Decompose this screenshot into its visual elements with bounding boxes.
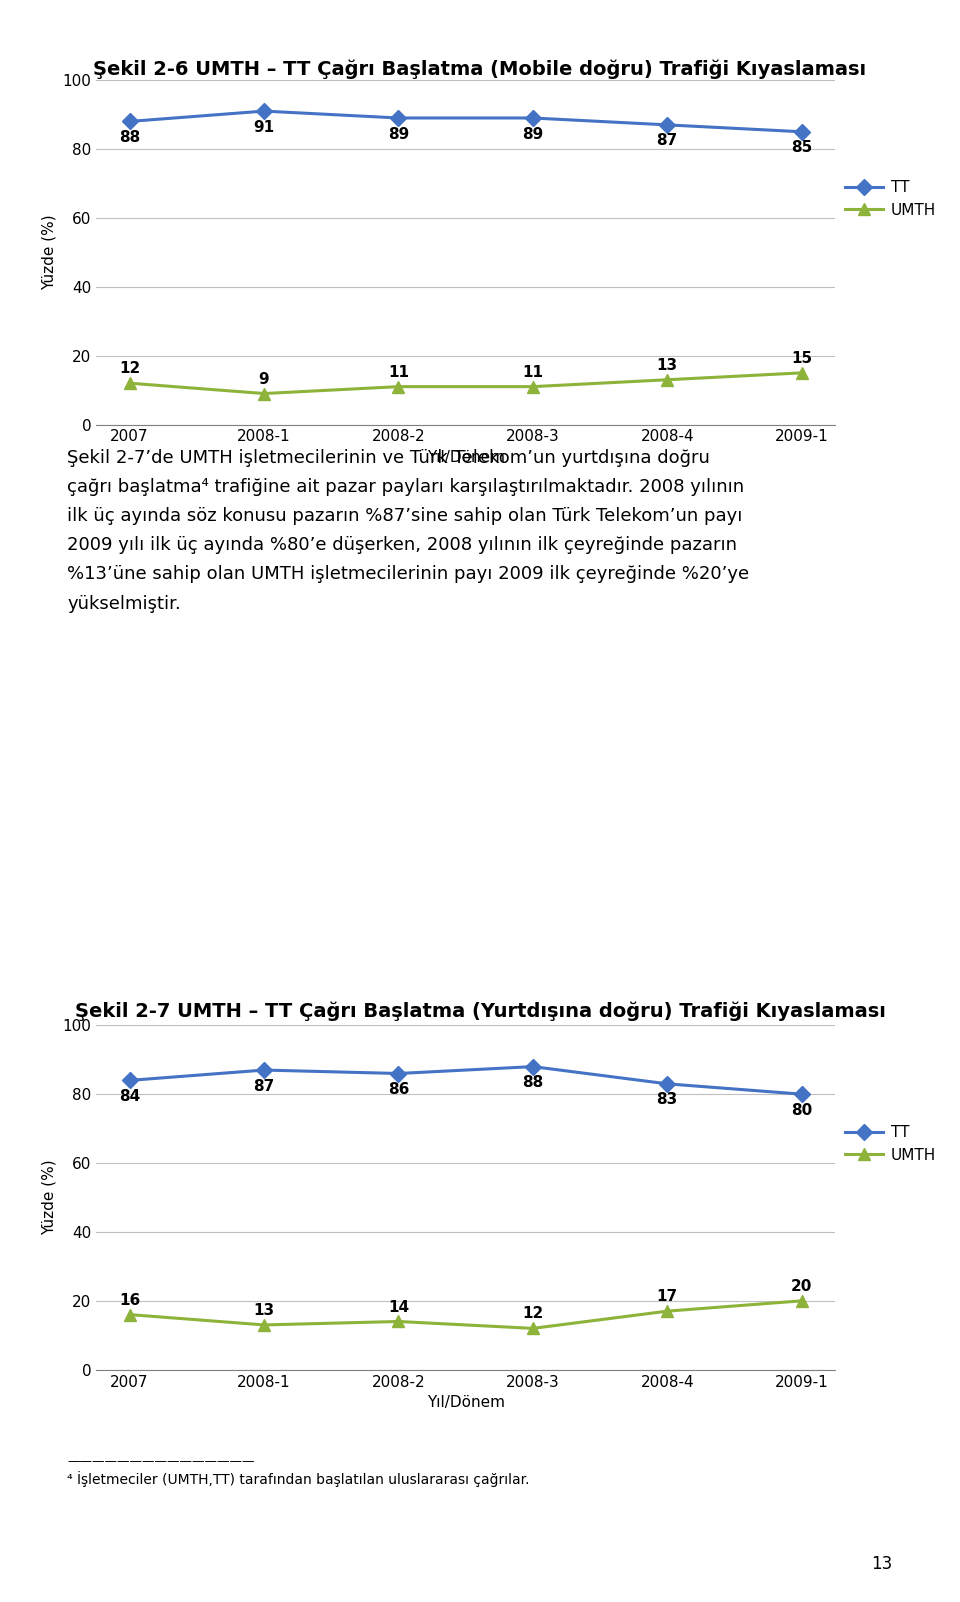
Text: 83: 83 [657, 1093, 678, 1107]
Text: 20: 20 [791, 1278, 812, 1294]
Legend: TT, UMTH: TT, UMTH [839, 1120, 942, 1169]
Text: 14: 14 [388, 1299, 409, 1315]
Text: 13: 13 [872, 1556, 893, 1573]
Text: 13: 13 [657, 357, 678, 373]
Text: 9: 9 [258, 372, 270, 386]
Text: 12: 12 [522, 1307, 543, 1322]
Text: 16: 16 [119, 1293, 140, 1307]
Text: Şekil 2-7’de UMTH işletmecilerinin ve Türk Telekom’un yurtdışına doğru
çağrı baş: Şekil 2-7’de UMTH işletmecilerinin ve Tü… [67, 449, 750, 612]
Text: 11: 11 [388, 365, 409, 380]
Text: 88: 88 [522, 1075, 543, 1091]
Text: 84: 84 [119, 1089, 140, 1104]
Y-axis label: Yüzde (%): Yüzde (%) [41, 215, 57, 290]
X-axis label: Yıl/Dönem: Yıl/Dönem [426, 450, 505, 465]
Text: 89: 89 [522, 127, 543, 141]
X-axis label: Yıl/Dönem: Yıl/Dönem [426, 1395, 505, 1410]
Legend: TT, UMTH: TT, UMTH [839, 175, 942, 224]
Text: 87: 87 [253, 1078, 275, 1094]
Text: ⁴ İşletmeciler (UMTH,TT) tarafından başlatılan uluslararası çağrılar.: ⁴ İşletmeciler (UMTH,TT) tarafından başl… [67, 1471, 530, 1487]
Text: 89: 89 [388, 127, 409, 141]
Text: 11: 11 [522, 365, 543, 380]
Text: 85: 85 [791, 141, 812, 155]
Text: 87: 87 [657, 133, 678, 149]
Text: 17: 17 [657, 1290, 678, 1304]
Text: 15: 15 [791, 351, 812, 365]
Text: Şekil 2-7 UMTH – TT Çağrı Başlatma (Yurtdışına doğru) Trafiği Kıyaslaması: Şekil 2-7 UMTH – TT Çağrı Başlatma (Yurt… [75, 1001, 885, 1020]
Text: 86: 86 [388, 1081, 409, 1097]
Text: 12: 12 [119, 362, 140, 376]
Text: ———————————————: ——————————————— [67, 1455, 254, 1467]
Y-axis label: Yüzde (%): Yüzde (%) [41, 1160, 57, 1235]
Text: 13: 13 [253, 1302, 275, 1318]
Text: 88: 88 [119, 130, 140, 146]
Text: 80: 80 [791, 1102, 812, 1118]
Text: Şekil 2-6 UMTH – TT Çağrı Başlatma (Mobile doğru) Trafiği Kıyaslaması: Şekil 2-6 UMTH – TT Çağrı Başlatma (Mobi… [93, 59, 867, 78]
Text: 91: 91 [253, 120, 275, 135]
